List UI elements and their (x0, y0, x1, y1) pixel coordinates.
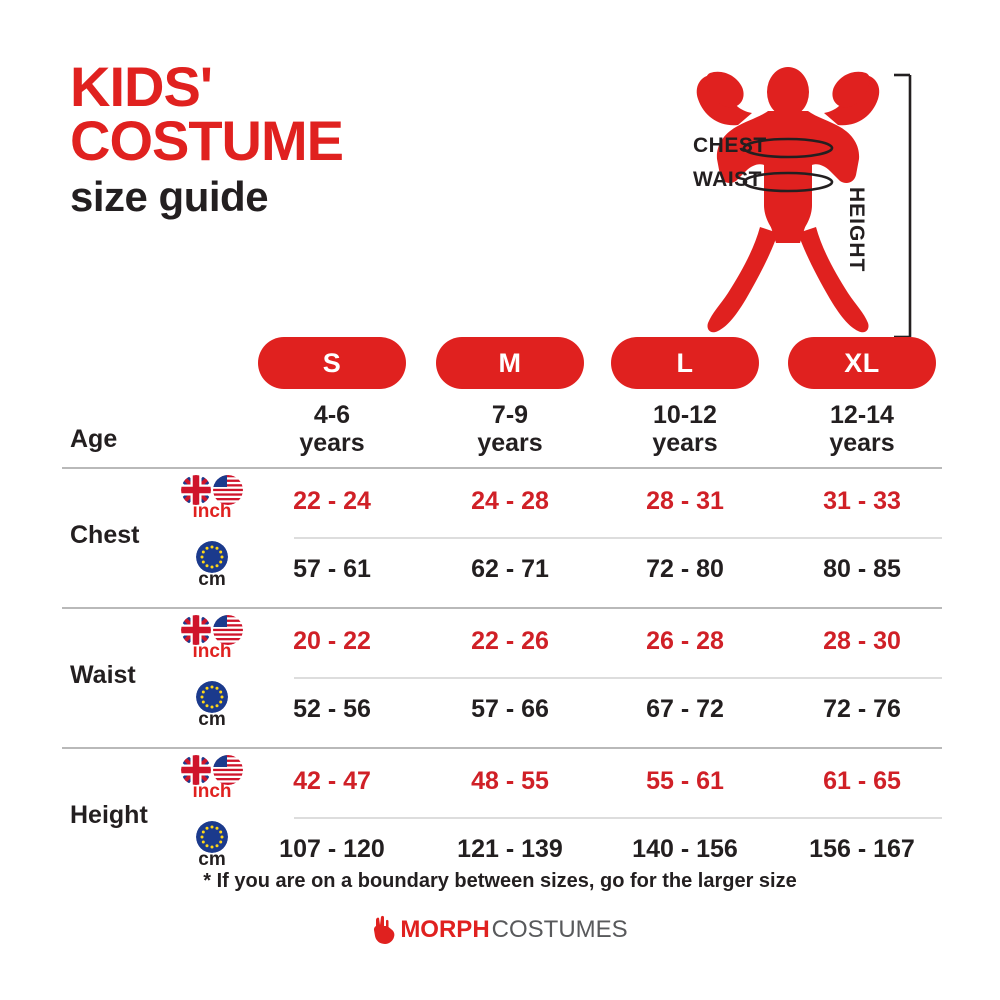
height-inch-s: 42 - 47 (293, 767, 371, 795)
row-label-chest: Chest (70, 521, 140, 549)
table-row-height-inch: inch 42 - 47 48 - 55 55 - 61 61 - 65 (62, 749, 942, 817)
waist-inch-l: 26 - 28 (646, 627, 724, 655)
brand-logo[interactable]: MORPH COSTUMES (0, 915, 1000, 945)
unit-label-inch: inch (192, 641, 232, 662)
chest-inch-xl: 31 - 33 (823, 487, 901, 515)
age-value-l: 10-12 years (652, 401, 718, 457)
height-cm-m: 121 - 139 (457, 835, 563, 863)
unit-cell-inch: inch (152, 475, 272, 522)
chest-inch-m: 24 - 28 (471, 487, 549, 515)
table-row-waist-cm: cm 52 - 56 57 - 66 67 - 72 72 - 76 (62, 679, 942, 747)
height-cm-s: 107 - 120 (279, 835, 385, 863)
chest-cm-s: 57 - 61 (293, 555, 371, 583)
us-flag-icon (213, 475, 243, 505)
eu-flag-icon (196, 681, 228, 713)
height-cm-l: 140 - 156 (632, 835, 738, 863)
waist-inch-xl: 28 - 30 (823, 627, 901, 655)
waist-cm-m: 57 - 66 (471, 695, 549, 723)
row-divider (62, 747, 942, 749)
waist-measure-label: WAIST (693, 168, 762, 191)
row-label-waist: Waist (70, 661, 136, 689)
table-row-chest-inch: inch 22 - 24 24 - 28 28 - 31 31 - 33 (62, 469, 942, 537)
height-inch-l: 55 - 61 (646, 767, 724, 795)
unit-cell-inch: inch (152, 615, 272, 662)
uk-flag-icon (181, 475, 211, 505)
table-row-waist-inch: inch 20 - 22 22 - 26 26 - 28 28 - 30 (62, 609, 942, 677)
logo-text-costumes: COSTUMES (491, 916, 628, 943)
us-flag-icon (213, 615, 243, 645)
unit-cell-inch: inch (152, 755, 272, 802)
chest-cm-m: 62 - 71 (471, 555, 549, 583)
rock-hand-icon (374, 915, 395, 944)
unit-cell-cm: cm (152, 821, 272, 870)
unit-cell-cm: cm (152, 541, 272, 590)
row-divider-inner (294, 817, 942, 819)
chest-measure-label: CHEST (693, 134, 767, 157)
table-group-waist: Waist (62, 609, 942, 747)
eu-flag-icon (196, 541, 228, 573)
size-pill-xl[interactable]: XL (788, 337, 936, 389)
page-subtitle: size guide (70, 173, 269, 220)
unit-label-cm: cm (198, 709, 226, 730)
title-block: KIDS' COSTUME size guide (70, 55, 630, 226)
height-inch-xl: 61 - 65 (823, 767, 901, 795)
waist-cm-s: 52 - 56 (293, 695, 371, 723)
table-group-chest: Chest (62, 469, 942, 607)
table-group-height: Height (62, 749, 942, 887)
waist-cm-xl: 72 - 76 (823, 695, 901, 723)
row-divider-inner (294, 677, 942, 679)
waist-inch-s: 20 - 22 (293, 627, 371, 655)
size-pill-s[interactable]: S (258, 337, 406, 389)
age-value-s: 4-6 years (299, 401, 365, 457)
size-pill-m[interactable]: M (436, 337, 584, 389)
height-bracket-icon (894, 73, 912, 339)
age-value-xl: 12-14 years (829, 401, 895, 457)
us-flag-icon (213, 755, 243, 785)
waist-inch-m: 22 - 26 (471, 627, 549, 655)
table-row-height-cm: cm 107 - 120 121 - 139 140 - 156 156 - 1… (62, 819, 942, 887)
unit-label-cm: cm (198, 569, 226, 590)
waist-cm-l: 67 - 72 (646, 695, 724, 723)
table-row-age: Age 4-6 years 7-9 years 10-12 years 12-14 ye… (62, 395, 942, 467)
row-label-age: Age (70, 425, 118, 453)
row-divider-inner (294, 537, 942, 539)
table-row-chest-cm: cm 57 - 61 62 - 71 72 - 80 80 - 85 (62, 539, 942, 607)
row-divider (62, 607, 942, 609)
chest-inch-l: 28 - 31 (646, 487, 724, 515)
size-table: Age 4-6 years 7-9 years 10-12 years 12-14 ye… (62, 395, 942, 887)
page-title-line-1: KIDS' (70, 55, 213, 118)
body-figure-icon (696, 67, 912, 339)
row-divider (62, 467, 942, 469)
waist-measure-ellipse (742, 171, 834, 193)
unit-label-cm: cm (198, 849, 226, 870)
uk-flag-icon (181, 615, 211, 645)
height-cm-xl: 156 - 167 (809, 835, 915, 863)
logo-text-morph: MORPH (400, 916, 490, 943)
eu-flag-icon (196, 821, 228, 853)
height-measure-label: HEIGHT (845, 187, 868, 273)
uk-flag-icon (181, 755, 211, 785)
size-pill-l[interactable]: L (611, 337, 759, 389)
unit-label-inch: inch (192, 501, 232, 522)
unit-cell-cm: cm (152, 681, 272, 730)
chest-cm-xl: 80 - 85 (823, 555, 901, 583)
measurement-diagram: CHEST WAIST HEIGHT (660, 55, 960, 355)
chest-cm-l: 72 - 80 (646, 555, 724, 583)
height-inch-m: 48 - 55 (471, 767, 549, 795)
unit-label-inch: inch (192, 781, 232, 802)
page-title-line-2: COSTUME (70, 109, 344, 172)
footnote-text: * If you are on a boundary between sizes… (203, 870, 797, 892)
row-label-height: Height (70, 801, 148, 829)
chest-measure-ellipse (742, 137, 834, 159)
size-pills-row: S M L XL (248, 337, 948, 389)
chest-inch-s: 22 - 24 (293, 487, 371, 515)
age-value-m: 7-9 years (477, 401, 543, 457)
